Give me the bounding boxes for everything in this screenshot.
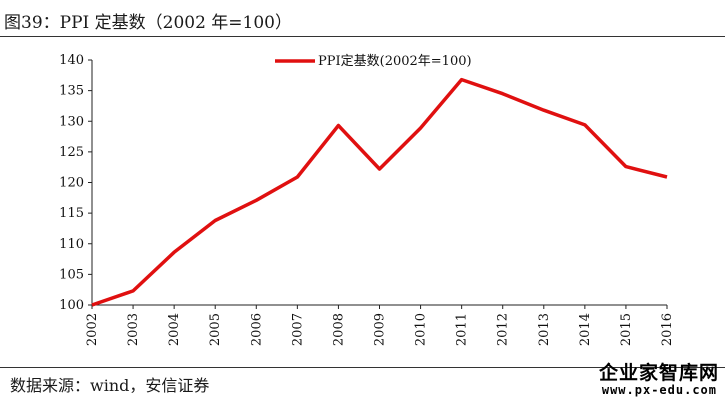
y-tick-label: 120 xyxy=(59,176,84,191)
y-tick-label: 105 xyxy=(59,267,84,282)
x-tick-label: 2002 xyxy=(85,313,100,346)
x-tick-label: 2012 xyxy=(496,313,511,346)
y-tick-label: 110 xyxy=(59,237,84,252)
y-tick-label: 100 xyxy=(59,298,84,313)
x-axis-ticks: 2002 2003 2004 2005 2006 2007 2008 2009 2010 2011… xyxy=(85,305,675,346)
x-tick-label: 2011 xyxy=(455,313,470,346)
y-tick-label: 115 xyxy=(59,206,84,221)
x-tick-label: 2007 xyxy=(290,313,305,346)
y-tick-label: 125 xyxy=(59,145,84,160)
x-tick-label: 2003 xyxy=(126,313,141,346)
x-tick-label: 2013 xyxy=(537,313,552,346)
y-tick-label: 135 xyxy=(59,84,84,99)
x-tick-label: 2015 xyxy=(619,313,634,346)
series-line xyxy=(91,77,668,307)
x-tick-label: 2004 xyxy=(167,313,182,346)
chart-title: 图39：PPI 定基数（2002 年=100） xyxy=(4,13,292,33)
watermark-logo-text: 企业家智库网 xyxy=(598,362,719,384)
y-axis-ticks: 100 105 110 115 120 125 130 135 140 xyxy=(59,53,92,313)
x-tick-label: 2014 xyxy=(578,313,593,346)
chart-axes xyxy=(91,60,667,306)
x-tick-label: 2009 xyxy=(373,313,388,346)
x-tick-label: 2008 xyxy=(331,313,346,346)
chart-series xyxy=(91,77,668,307)
x-tick-label: 2016 xyxy=(660,313,675,346)
bottom-divider xyxy=(0,367,725,368)
y-tick-label: 140 xyxy=(59,53,84,68)
top-divider xyxy=(0,36,725,37)
x-tick-label: 2006 xyxy=(249,313,264,346)
legend-label: PPI定基数(2002年=100) xyxy=(318,54,472,69)
x-tick-label: 2010 xyxy=(414,313,429,346)
x-tick-label: 2005 xyxy=(208,313,223,346)
watermark-url: www.px-edu.com xyxy=(601,383,717,397)
y-tick-label: 130 xyxy=(59,114,84,129)
data-source-note: 数据来源：wind，安信证券 xyxy=(10,376,210,395)
chart-legend: PPI定基数(2002年=100) xyxy=(275,54,472,69)
